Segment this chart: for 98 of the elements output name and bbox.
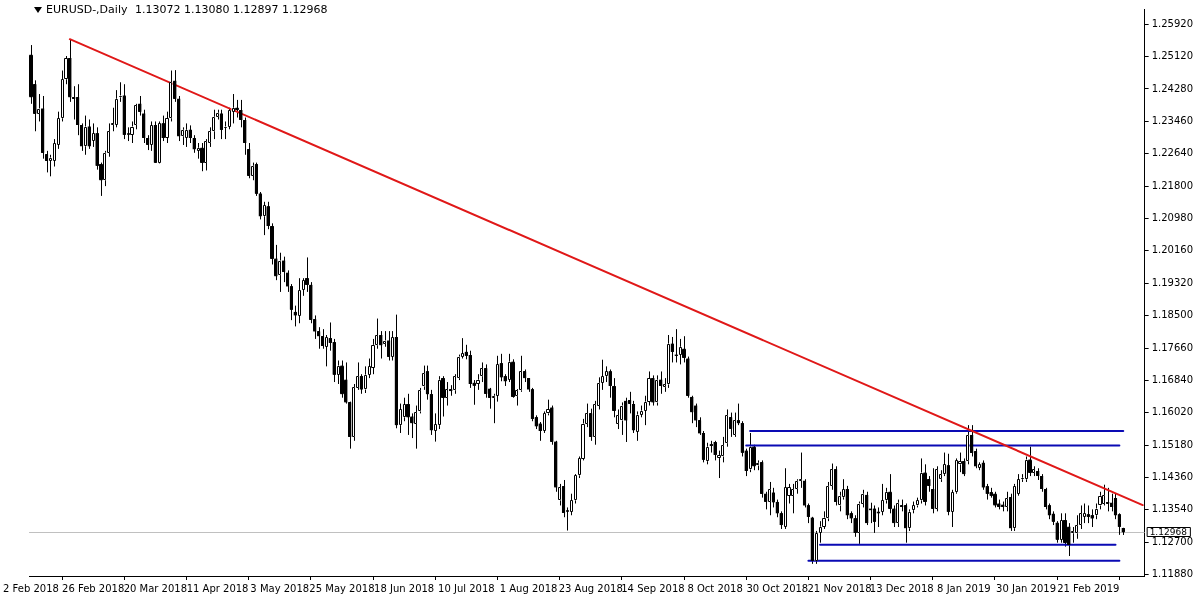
candlestick [157, 120, 161, 164]
candlestick [1082, 503, 1086, 524]
y-tick-label: 1.15180 [1151, 439, 1194, 451]
candlestick [666, 334, 671, 389]
candlestick [771, 487, 775, 508]
y-tick-label: 1.24280 [1151, 82, 1194, 94]
x-tick-label: 30 Jan 2019 [996, 582, 1057, 594]
x-tick-label: 30 Oct 2018 [746, 582, 809, 594]
x-tick-label: 21 Nov 2018 [807, 582, 872, 594]
candlestick [954, 457, 958, 495]
candlestick [1102, 484, 1106, 506]
candlestick [620, 401, 624, 436]
y-tick-label: 1.22640 [1151, 146, 1194, 158]
candlestick [320, 328, 325, 350]
candlestick [935, 465, 939, 512]
candlestick [872, 504, 877, 534]
candlestick [651, 374, 655, 407]
candlestick [655, 374, 659, 407]
candlestick [896, 499, 900, 528]
y-tick-label: 1.14360 [1151, 471, 1194, 483]
x-tick-label: 1 Aug 2018 [499, 582, 558, 594]
candlestick [379, 330, 383, 360]
candlestick [363, 365, 367, 394]
candlestick [402, 397, 406, 422]
candlestick [1012, 483, 1016, 532]
candlestick [231, 93, 235, 124]
candlestick [569, 493, 573, 516]
candlestick [68, 38, 72, 103]
candlestick [561, 479, 566, 518]
candlestick [278, 252, 282, 293]
candlestick [542, 410, 546, 434]
y-tick-label: 1.16020 [1151, 406, 1194, 418]
candlestick [297, 277, 301, 324]
y-tick-label: 1.20980 [1151, 211, 1194, 223]
y-tick-label: 1.12700 [1151, 536, 1194, 548]
y-tick-label: 1.11880 [1151, 568, 1194, 580]
x-tick-label: 8 Jan 2019 [937, 582, 991, 594]
candlestick [733, 412, 737, 438]
chart-title: EURUSD-,Daily [46, 3, 128, 16]
x-tick-label: 11 Apr 2018 [186, 582, 249, 594]
candlestick [834, 465, 838, 506]
candlestick [573, 473, 577, 505]
candlestick [880, 483, 884, 516]
y-tick-label: 1.25120 [1151, 49, 1194, 61]
ref-line-label: 1.12968 [1149, 526, 1188, 537]
candlestick [748, 432, 752, 473]
x-tick-label: 25 May 2018 [309, 582, 375, 594]
candlestick [1059, 512, 1063, 544]
candlestick [282, 256, 286, 283]
candlestick [904, 503, 908, 544]
candlestick [1075, 514, 1079, 540]
y-tick-label: 1.23460 [1151, 114, 1194, 126]
chart-subtitle: 1.13072 1.13080 1.12897 1.12968 [133, 3, 328, 16]
candlestick [1055, 520, 1059, 544]
x-tick-label: 2 Feb 2018 [3, 582, 59, 594]
candlestick [818, 520, 822, 544]
candlestick [635, 410, 639, 442]
x-tick-label: 14 Sep 2018 [621, 582, 685, 594]
candlestick [484, 363, 488, 399]
x-tick-label: 23 Aug 2018 [558, 582, 623, 594]
candlestick [919, 457, 923, 505]
candlestick [87, 119, 91, 150]
y-tick-label: 1.19320 [1151, 276, 1194, 288]
candlestick [791, 483, 795, 514]
candlestick [511, 358, 515, 399]
candlestick [445, 381, 449, 407]
y-tick-label: 1.18500 [1151, 309, 1194, 321]
candlestick [678, 338, 682, 365]
candlestick [422, 365, 426, 391]
x-tick-label: 21 Feb 2019 [1057, 582, 1120, 594]
candlestick [907, 508, 912, 532]
x-tick-label: 10 Jul 2018 [438, 582, 495, 594]
y-tick-label: 1.13540 [1151, 503, 1194, 515]
x-tick-label: 20 Mar 2018 [123, 582, 188, 594]
y-tick-label: 1.20160 [1151, 243, 1194, 255]
x-tick-label: 26 Feb 2018 [62, 582, 125, 594]
candlestick [752, 444, 756, 471]
candlestick [371, 338, 375, 375]
x-tick-label: 3 May 2018 [250, 582, 310, 594]
candlestick [1063, 512, 1067, 548]
y-tick-label: 1.25920 [1151, 18, 1194, 30]
x-tick-label: 18 Jun 2018 [374, 582, 435, 594]
candlestick [76, 83, 80, 136]
y-tick-label: 1.17660 [1151, 341, 1194, 353]
candlestick [114, 89, 119, 128]
candlestick [83, 115, 87, 156]
candlestick [41, 95, 45, 160]
candlestick [437, 375, 441, 430]
candlestick [624, 397, 628, 443]
candlestick [1106, 487, 1110, 512]
y-tick-label: 1.21800 [1151, 179, 1194, 191]
candlestick [1117, 512, 1121, 536]
candlestick [589, 408, 593, 442]
y-tick-label: 1.16840 [1151, 374, 1194, 386]
candlestick [340, 359, 344, 399]
candlestick [406, 393, 410, 436]
x-tick-label: 8 Oct 2018 [687, 582, 743, 594]
candlestick [1028, 446, 1032, 477]
